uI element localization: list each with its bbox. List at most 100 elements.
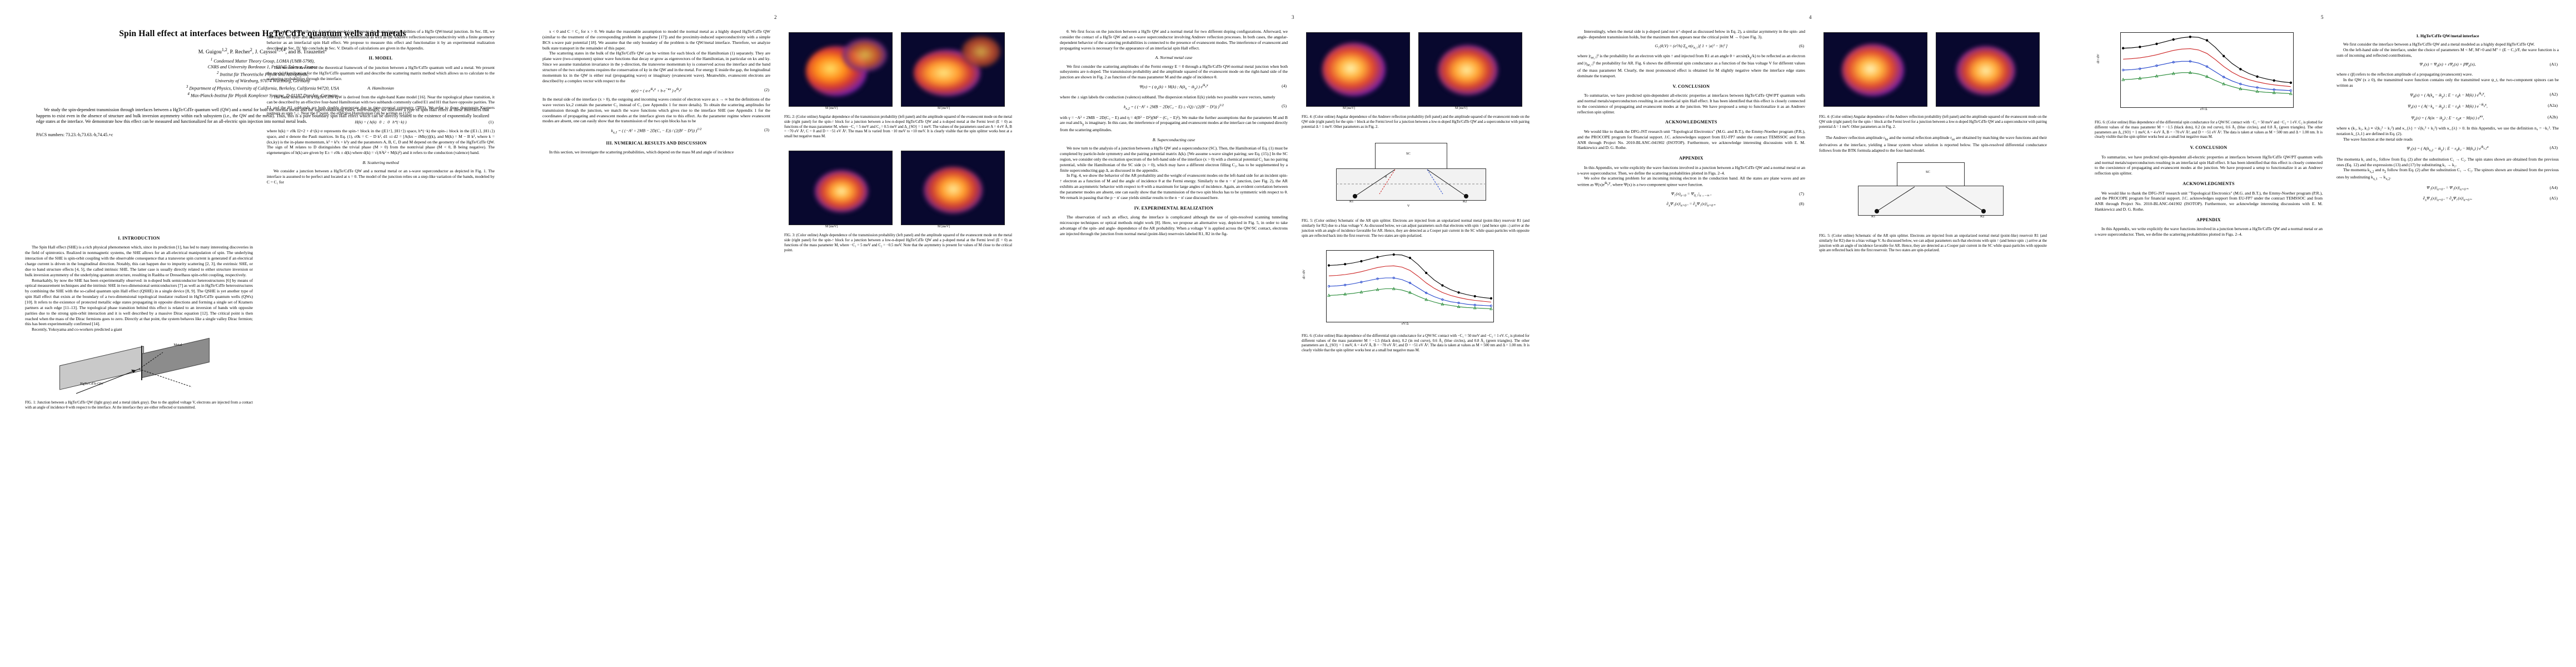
equation-number: (A2a) xyxy=(2548,103,2558,108)
paragraph: We now turn to the analysis of a junctio… xyxy=(1060,146,1288,173)
page3-column-right: M [meV] M [meV] FIG. 4: (Color online) A… xyxy=(1302,29,1529,354)
equation-a2b: Ψr(x) = ( A(−kx − iky) ; E − ε0k − M(k) … xyxy=(2408,103,2558,111)
appendix-subsection-heading: 1. HgTe/CdTe QW/metal interface xyxy=(2416,33,2479,38)
equation-number: (1) xyxy=(489,119,494,125)
paragraph: In the metal side of the interface (x > … xyxy=(542,96,770,124)
paper-title: Spin Hall effect at interfaces between H… xyxy=(119,29,406,38)
paragraph: In this section, we investigate the scat… xyxy=(549,149,734,155)
figure-3-xaxis-label: M [meV] xyxy=(825,225,838,229)
paragraph: θ. We first focus on the junction betwee… xyxy=(1060,29,1288,51)
paragraph: The Andreev reflection amplitude rhe and… xyxy=(1819,135,2047,153)
figure-6-svg xyxy=(1327,253,1493,310)
label-r1-b: R1 xyxy=(1871,214,1876,218)
qw-region-b xyxy=(1858,185,2004,216)
section-heading-experimental: IV. EXPERIMENTAL REALIZATION xyxy=(1134,205,1214,211)
paragraph: where |ree,↑|² is the probability for an… xyxy=(1577,53,1805,78)
paragraph: We would like to thank the DFG-JST resea… xyxy=(1577,128,1805,151)
figure-6b-plot-wrap: dI↑/dV eV/Δ xyxy=(2095,29,2323,118)
figure-3-left-heatmap xyxy=(789,151,893,226)
page1-column-right: tum well and describe the formalism need… xyxy=(267,29,495,185)
subsection-heading-scattering: B. Scattering method xyxy=(362,160,399,166)
figure-3-panels: M [meV] M [meV] xyxy=(784,147,1012,231)
label-voltage: V xyxy=(1407,204,1410,208)
section-heading-conclusion-b: V. CONCLUSION xyxy=(2190,145,2228,151)
paragraph: The momenta k₁ and n₁, follow from Eq. (… xyxy=(2336,156,2559,167)
equation-a3: Ψ↑(x) = ( A(kx,2 − iky) ; E − ε0k₂ − M(k… xyxy=(2406,145,2558,153)
subsection-heading-hamiltonian: A. Hamiltonian xyxy=(367,86,394,91)
page5-column-left: dI↑/dV eV/Δ FIG. 6: (Color online) Bias … xyxy=(2095,29,2323,237)
paragraph: where ε (β) refers to the reflection amp… xyxy=(2336,72,2473,77)
page4-column-left: Interestingly, when the metal side is p-… xyxy=(1577,29,1805,212)
page4-column-right: FIG. 4: (Color online) Angular dependenc… xyxy=(1819,29,2047,253)
figure-6-lineplot xyxy=(1326,250,1494,322)
figure-6b-caption: FIG. 6: (Color online) Bias dependence o… xyxy=(2095,121,2323,140)
paragraph: In Fig. 4, we show the behavior of the A… xyxy=(1060,173,1288,200)
label-r2: R2 xyxy=(1463,200,1467,204)
equation-3: kx,1 = ( (−A² + 2MB − 2D(C₁ − E)) / (2(B… xyxy=(611,127,769,135)
paragraph: On the left-hand side of the interface, … xyxy=(2336,47,2559,58)
figure-2-xaxis-label-2: M [meV] xyxy=(938,107,950,110)
section-heading-model: II. MODEL xyxy=(368,56,393,61)
paragraph: To summarize, we have predicted spin-dep… xyxy=(1577,93,1805,115)
page2-column-right: M [meV] M [meV] FIG. 2: (Color online) A… xyxy=(784,29,1012,253)
figure-4-caption: FIG. 4: (Color online) Angular dependenc… xyxy=(1302,115,1529,129)
equation-1: H(k) = ( h(k) 0 ; 0 h*(−k) ) (1) xyxy=(355,119,494,125)
page-number: 2 xyxy=(774,14,777,20)
paragraph: To summarize, we have predicted spin-dep… xyxy=(2095,154,2323,176)
figure-2-panels: M [meV] M [meV] xyxy=(784,29,1012,112)
figure-2-caption: FIG. 2: (Color online) Angular dependenc… xyxy=(784,115,1012,139)
figure-5-device-sketch: SC R1 R2 V θ xyxy=(1302,138,1529,216)
equation-number: (5) xyxy=(1282,103,1287,109)
page5-column-right: 1. HgTe/CdTe QW/metal interface We first… xyxy=(2336,29,2559,206)
equation-number: (8) xyxy=(1799,201,1804,207)
figure-5b-caption: FIG. 5: (Color online) Schematic of the … xyxy=(1819,233,2047,253)
paragraph: In this Appendix, we write explicitly th… xyxy=(1577,165,1805,176)
figure-3-right-heatmap xyxy=(901,151,1005,226)
page-number: 5 xyxy=(2321,14,2324,20)
equation-number: (3) xyxy=(764,127,769,133)
figure-6b-lineplot xyxy=(2120,32,2294,108)
page2-column-left: x < 0 and C = C₂ for x > 0. We make the … xyxy=(542,29,770,155)
section-heading-conclusion: V. CONCLUSION xyxy=(1672,83,1710,89)
paragraph: where κ (k₁, k₂, k₃) ≡ √(k₂² − k₁²) and … xyxy=(2336,125,2559,136)
figure-6b-ylabel: dI↑/dV xyxy=(2097,54,2100,63)
figure-6-xlabel: eV/Δ xyxy=(1402,322,1409,326)
page-number: 3 xyxy=(1292,14,1294,20)
figure-4-xaxis-label: M [meV] xyxy=(1343,107,1356,110)
equation-8: ∂xΨ↑(x)|x=0⁻ = ∂xΨ↑(x)|x=0⁺. (8) xyxy=(1666,201,1804,208)
figure-3-xaxis-label-2: M [meV] xyxy=(938,225,950,229)
figure-3-caption: FIG. 3: (Color online) Angle dependence … xyxy=(784,233,1012,252)
affiliation: 4 Max-Planck-Institut für Physik Komplex… xyxy=(187,92,338,98)
author-list: M. Guigou1,2, P. Recher2, J. Cayssol1,3,… xyxy=(198,47,327,55)
figure-6b-svg xyxy=(2121,36,2293,95)
label-theta: θ xyxy=(1385,175,1387,180)
paragraph: We solve the scattering problem for an i… xyxy=(1577,176,1805,187)
equation-a2c: Ψe(x) = ( A(iκ − iky) ; E − ε0κ − M(κ) )… xyxy=(2411,114,2558,122)
paragraph: where the ± sign labels the conduction (… xyxy=(1060,94,1275,100)
equation-number: (A2b) xyxy=(2547,114,2558,120)
page-number: 4 xyxy=(1809,14,1812,20)
equation-number: (A1) xyxy=(2549,61,2558,67)
affiliation: 2 Institut für Theoretische Physik und A… xyxy=(217,71,308,77)
figure-2-left-heatmap xyxy=(789,32,893,107)
equation-number: (4) xyxy=(1282,83,1287,89)
figure-6-ylabel: dI↑/dV xyxy=(1303,269,1306,279)
figure-2-xaxis-label: M [meV] xyxy=(825,107,838,110)
equation-4: Ψ(x) = ( ψe(k) + M(k) ; A(kx − iky) ) ei… xyxy=(1139,83,1287,91)
section-heading-appendix: APPENDIX xyxy=(1679,156,1703,161)
figure-6b-xlabel: eV/Δ xyxy=(2200,108,2208,111)
paragraph: Recently, Yokoyama and co-workers predic… xyxy=(32,327,122,332)
section-heading-acknowledgments-b: ACKNOWLEDGMENTS xyxy=(2183,181,2235,187)
equation-number: (2) xyxy=(764,87,769,92)
section-heading-acknowledgments: ACKNOWLEDGMENTS xyxy=(1665,120,1717,125)
paragraph: In the QW (x ≥ 0), the transmitted wave … xyxy=(2336,77,2559,88)
page1-column-left: I. INTRODUCTION The Spin Hall effect (SH… xyxy=(25,231,253,411)
figure-1-caption: FIG. 1: Junction between a HgTe/CdTe QW … xyxy=(25,401,253,410)
affiliation: CNRS and University Bordeaux 1, F-33045 … xyxy=(207,64,318,70)
page-4: 4 Interestingly, when the metal side is … xyxy=(1552,0,2069,667)
figure-4-right-heatmap xyxy=(1418,32,1522,107)
paragraph: The observation of such an effect, along… xyxy=(1060,215,1288,236)
paragraph: We first consider the interface between … xyxy=(2343,42,2535,47)
figure-4b-left-heatmap xyxy=(1823,32,1927,107)
